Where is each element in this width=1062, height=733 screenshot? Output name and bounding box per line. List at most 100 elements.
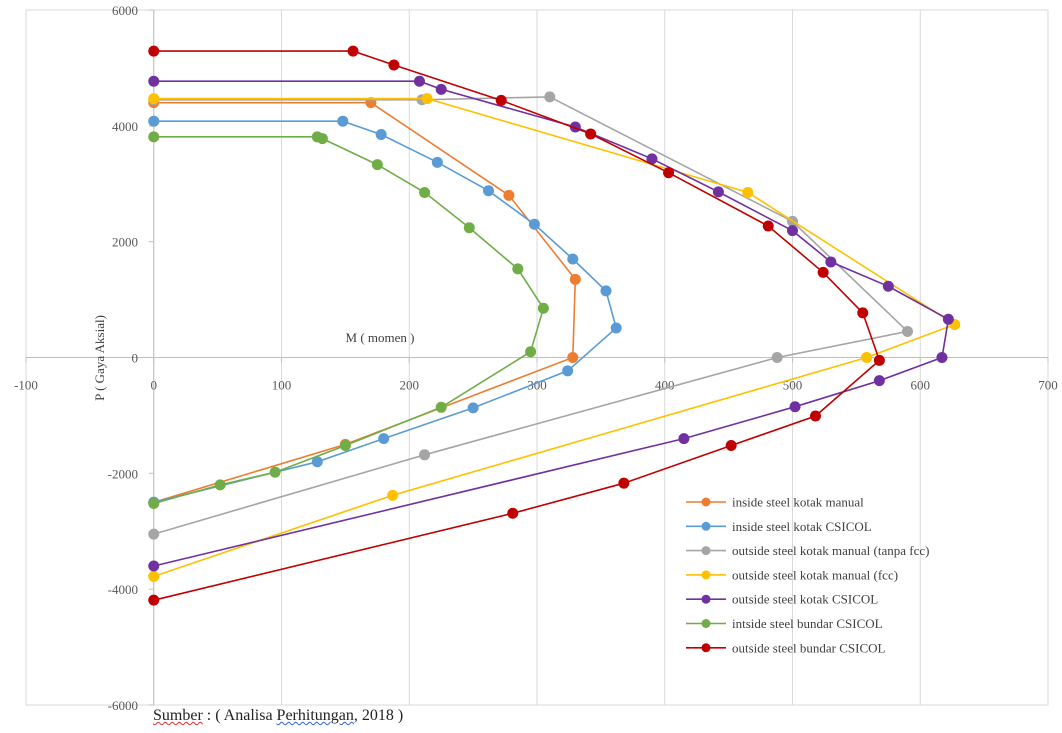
data-point-6-13 <box>507 507 519 519</box>
data-point-6-2 <box>388 59 400 71</box>
legend-marker-1 <box>701 521 711 531</box>
data-point-3-6 <box>148 570 160 582</box>
x-tick-label-0: 0 <box>151 378 158 393</box>
legend-marker-2 <box>701 546 711 556</box>
data-point-6-6 <box>762 220 774 232</box>
data-point-1-7 <box>600 285 612 297</box>
data-point-5-8 <box>525 346 537 358</box>
data-point-1-5 <box>528 218 540 230</box>
data-point-4-5 <box>712 186 724 198</box>
legend-marker-0 <box>701 497 711 507</box>
axes: -100 0 100 200 300 400 500 600 700-6000-4000-200… <box>14 3 1058 713</box>
series-6 <box>148 45 885 606</box>
data-point-6-10 <box>809 410 821 422</box>
data-point-4-1 <box>413 75 425 87</box>
data-point-1-0 <box>148 115 160 127</box>
data-point-5-2 <box>316 133 328 145</box>
data-point-5-7 <box>537 302 549 314</box>
x-tick-label-700: 700 <box>1038 378 1058 393</box>
legend-item-4: outside steel kotak CSICOL <box>686 592 878 607</box>
legend-item-1: inside steel kotak CSICOL <box>686 519 872 534</box>
data-point-5-4 <box>419 186 431 198</box>
data-point-6-5 <box>663 167 675 179</box>
data-point-6-14 <box>148 594 160 606</box>
data-point-5-11 <box>269 466 281 478</box>
data-point-4-8 <box>882 280 894 292</box>
source-word-1: Analisa <box>223 707 273 724</box>
data-point-3-2 <box>742 186 754 198</box>
data-point-5-3 <box>371 159 383 171</box>
data-point-6-7 <box>817 266 829 278</box>
data-point-6-9 <box>873 354 885 366</box>
data-point-0-3 <box>569 273 581 285</box>
series-line-5 <box>153 136 545 505</box>
data-point-2-6 <box>419 449 431 461</box>
data-point-5-5 <box>463 222 475 234</box>
legend-label-4: outside steel kotak CSICOL <box>732 592 878 607</box>
legend-item-0: inside steel kotak manual <box>686 495 864 510</box>
series-line-1 <box>153 120 618 504</box>
data-point-1-11 <box>378 433 390 445</box>
data-point-5-9 <box>435 401 447 413</box>
legend-label-2: outside steel kotak manual (tanpa fcc) <box>732 543 929 558</box>
data-point-6-1 <box>347 45 359 57</box>
data-point-4-10 <box>936 352 948 363</box>
data-point-6-11 <box>725 440 737 452</box>
x-tick-label--100: -100 <box>14 378 38 393</box>
series-2 <box>148 91 913 540</box>
data-point-4-2 <box>435 83 447 95</box>
legend-item-5: intside steel bundar CSICOL <box>686 616 883 631</box>
data-point-6-12 <box>618 477 630 489</box>
legend-marker-5 <box>701 619 711 628</box>
x-tick-label-600: 600 <box>911 378 931 393</box>
y-tick-label-4000: 4000 <box>112 119 138 134</box>
series-5 <box>148 131 549 509</box>
legend-label-0: inside steel kotak manual <box>732 495 864 510</box>
legend-marker-3 <box>701 570 711 580</box>
source-note: Sumber : ( Analisa Perhitungan, 2018 ) <box>153 707 403 725</box>
series-line-4 <box>153 80 950 567</box>
y-tick-label--4000: -4000 <box>108 582 138 597</box>
data-point-5-13 <box>148 497 160 509</box>
source-separator: : ( <box>202 707 224 724</box>
series-line-0 <box>153 101 577 504</box>
data-point-1-1 <box>337 115 349 127</box>
data-point-2-5 <box>771 352 783 363</box>
data-point-5-12 <box>214 479 226 491</box>
data-point-3-5 <box>387 489 399 501</box>
legend-label-1: inside steel kotak CSICOL <box>732 519 872 534</box>
data-point-2-7 <box>148 528 160 540</box>
data-point-3-1 <box>421 93 433 105</box>
x-tick-label-200: 200 <box>400 378 420 393</box>
data-point-1-9 <box>562 365 574 377</box>
source-word-2: Perhitungan <box>276 707 354 724</box>
data-point-0-4 <box>567 352 579 363</box>
data-point-6-0 <box>148 45 160 57</box>
data-point-4-9 <box>942 313 954 325</box>
data-point-4-6 <box>787 225 798 237</box>
legend-marker-4 <box>701 594 711 604</box>
legend: inside steel kotak manual inside steel ko… <box>686 495 929 655</box>
data-point-1-10 <box>467 402 479 414</box>
data-point-6-4 <box>585 128 597 140</box>
data-point-3-0 <box>148 93 160 105</box>
x-axis-title: M ( momen ) <box>346 330 415 345</box>
legend-label-6: outside steel bundar CSICOL <box>732 640 886 655</box>
data-point-1-12 <box>311 456 323 468</box>
x-tick-label-400: 400 <box>655 378 675 393</box>
data-point-6-3 <box>495 94 507 106</box>
data-point-4-0 <box>148 75 160 87</box>
legend-item-2: outside steel kotak manual (tanpa fcc) <box>686 543 929 558</box>
data-point-4-11 <box>873 375 885 387</box>
data-point-4-14 <box>148 560 160 572</box>
data-point-1-4 <box>482 185 494 197</box>
legend-item-6: outside steel bundar CSICOL <box>686 640 886 655</box>
data-point-1-6 <box>567 253 579 265</box>
x-tick-label-100: 100 <box>272 378 292 393</box>
y-axis-title: P ( Gaya Aksial) <box>92 315 107 401</box>
y-tick-label-0: 0 <box>132 351 139 366</box>
legend-label-5: intside steel bundar CSICOL <box>732 616 883 631</box>
data-point-4-13 <box>678 433 690 445</box>
data-point-5-6 <box>512 263 524 275</box>
data-point-4-4 <box>646 153 658 165</box>
